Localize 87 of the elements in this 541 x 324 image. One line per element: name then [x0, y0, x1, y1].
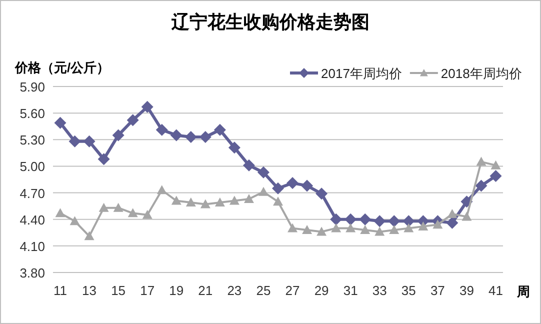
point — [346, 223, 356, 232]
point — [200, 199, 210, 208]
point — [98, 202, 109, 212]
point — [462, 212, 472, 221]
x-tick-label: 31 — [343, 283, 358, 298]
point — [244, 194, 254, 203]
point — [273, 196, 283, 206]
point — [55, 208, 66, 218]
x-tick-label: 29 — [314, 283, 329, 298]
point — [389, 224, 400, 234]
x-tick-label: 13 — [82, 283, 97, 298]
y-tick-label: 5.60 — [20, 106, 45, 122]
point — [316, 226, 327, 236]
point — [112, 129, 124, 142]
point — [402, 215, 415, 228]
point — [418, 221, 428, 230]
point — [432, 220, 443, 229]
y-axis-title: 价格（元/公斤） — [14, 60, 110, 75]
legend-label: 2018年周均价 — [440, 66, 522, 81]
point — [360, 224, 370, 234]
point — [70, 216, 80, 226]
point — [54, 116, 66, 129]
point — [156, 124, 168, 136]
point — [359, 213, 372, 226]
x-tick-label: 33 — [372, 283, 387, 298]
x-tick-label: 11 — [54, 283, 68, 298]
point — [301, 180, 314, 192]
y-tick-label: 5.00 — [20, 159, 45, 174]
point — [228, 142, 240, 154]
x-tick-label: 17 — [140, 283, 155, 298]
point — [68, 135, 81, 148]
x-tick-label: 21 — [198, 283, 213, 298]
y-tick-label: 4.10 — [20, 238, 45, 254]
point — [331, 223, 342, 232]
x-tick-label: 25 — [256, 283, 271, 298]
point — [242, 159, 255, 172]
point — [447, 209, 458, 218]
x-tick-label: 19 — [169, 283, 184, 298]
point — [98, 153, 110, 166]
point — [302, 224, 312, 234]
point — [113, 202, 124, 212]
point — [286, 177, 299, 190]
point — [257, 166, 270, 178]
point — [214, 198, 225, 207]
point — [214, 124, 226, 136]
x-tick-label: 15 — [111, 283, 126, 298]
chart-title: 辽宁花生收购价格走势图 — [170, 12, 370, 32]
point — [156, 185, 167, 194]
x-axis-title: 周 — [516, 284, 530, 299]
x-tick-label: 35 — [401, 283, 416, 298]
point — [446, 216, 458, 229]
point — [184, 130, 197, 143]
point — [141, 100, 154, 113]
point — [475, 180, 488, 192]
point — [142, 210, 152, 219]
point — [288, 223, 298, 232]
point — [84, 231, 94, 240]
point — [126, 114, 139, 126]
point — [374, 215, 386, 228]
point — [171, 196, 182, 205]
y-tick-label: 4.70 — [20, 186, 45, 201]
point — [490, 170, 502, 182]
point — [83, 135, 96, 148]
point — [330, 213, 342, 226]
point — [374, 226, 385, 236]
legend-label: 2017年周均价 — [321, 66, 402, 81]
point — [186, 198, 196, 207]
x-tick-label: 23 — [227, 283, 242, 298]
point — [258, 186, 268, 196]
point — [490, 160, 501, 170]
point — [388, 215, 400, 228]
y-tick-label: 5.90 — [20, 80, 45, 94]
x-tick-label: 37 — [430, 283, 445, 298]
point — [170, 129, 182, 142]
point — [476, 156, 486, 166]
point — [316, 188, 328, 200]
y-tick-label: 3.80 — [20, 266, 45, 280]
point — [229, 196, 240, 205]
point — [344, 213, 357, 226]
x-tick-label: 39 — [459, 283, 474, 298]
y-tick-label: 4.40 — [20, 212, 45, 228]
x-tick-label: 41 — [488, 283, 503, 298]
y-tick-label: 5.30 — [20, 132, 45, 148]
x-tick-label: 27 — [285, 283, 300, 298]
point — [272, 182, 284, 194]
point — [404, 223, 414, 232]
point — [128, 208, 138, 218]
